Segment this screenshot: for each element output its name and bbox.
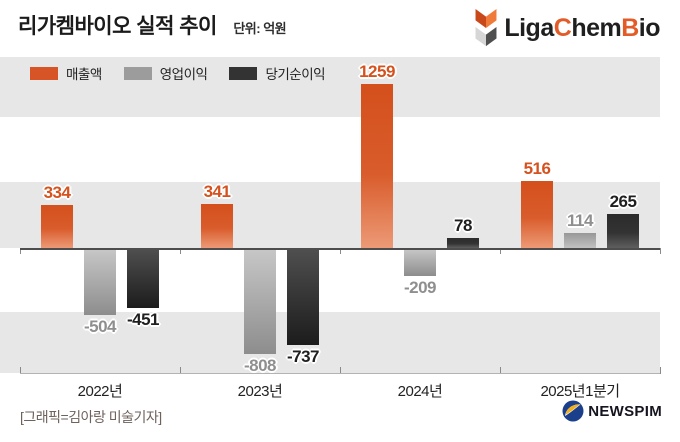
category-label-2025년1분기: 2025년1분기 xyxy=(540,383,620,400)
legend-label-operating-profit: 영업이익 xyxy=(159,67,208,82)
header: 리가켐바이오 실적 추이 단위: 억원 LigaChemBio xyxy=(18,8,662,52)
legend-item-net-income: 당기순이익 xyxy=(229,63,326,83)
legend-swatch-operating-profit xyxy=(123,66,152,80)
axis-tick xyxy=(180,367,181,374)
bar-당기순이익-2023년 xyxy=(287,249,319,345)
axis-tick xyxy=(340,248,341,254)
bar-value-label: 334 xyxy=(43,183,71,202)
axis-tick xyxy=(660,367,661,374)
bar-value-label: -209 xyxy=(403,278,437,297)
brand-chevrons-icon xyxy=(475,8,497,47)
bar-영업이익-2023년 xyxy=(244,249,276,354)
axis-tick xyxy=(500,248,501,254)
bar-당기순이익-2022년 xyxy=(127,249,159,308)
category-label-2023년: 2023년 xyxy=(237,383,283,400)
unit-label: 단위: 억원 xyxy=(233,21,287,36)
bar-value-label: 78 xyxy=(454,216,472,235)
bar-매출액-2024년 xyxy=(361,84,393,248)
bar-영업이익-2022년 xyxy=(84,249,116,315)
bar-value-label: 265 xyxy=(609,192,637,211)
legend-item-operating-profit: 영업이익 xyxy=(123,63,208,83)
bar-매출액-2023년 xyxy=(201,204,233,248)
category-label-2024년: 2024년 xyxy=(397,383,443,400)
newspim-globe-icon xyxy=(562,400,584,422)
bar-매출액-2022년 xyxy=(41,205,73,248)
bar-value-label: 341 xyxy=(203,182,231,201)
axis-tick xyxy=(500,367,501,374)
axis-tick xyxy=(20,248,21,254)
newspim-logo: NEWSPIM xyxy=(562,400,662,422)
bar-value-label: -808 xyxy=(243,356,277,375)
bar-영업이익-2025년1분기 xyxy=(564,233,596,248)
axis-tick xyxy=(340,367,341,374)
brand-wordmark: LigaChemBio xyxy=(504,8,660,48)
bar-value-label: 114 xyxy=(567,211,593,230)
bar-value-label: 1259 xyxy=(359,62,395,81)
legend: 매출액 영업이익 당기순이익 xyxy=(30,63,326,83)
bar-value-label: -504 xyxy=(83,317,117,336)
graphic-credit: [그래픽=김아랑 미술기자] xyxy=(20,409,162,425)
axis-tick xyxy=(660,248,661,254)
bar-value-label: -451 xyxy=(126,310,160,329)
brand-wordmark-part: B xyxy=(621,14,639,42)
legend-label-revenue: 매출액 xyxy=(66,67,102,82)
legend-swatch-net-income xyxy=(229,66,258,80)
legend-item-revenue: 매출액 xyxy=(30,63,102,83)
bar-매출액-2025년1분기 xyxy=(521,181,553,248)
bar-당기순이익-2025년1분기 xyxy=(607,214,639,248)
bar-영업이익-2024년 xyxy=(404,249,436,276)
legend-label-net-income: 당기순이익 xyxy=(265,67,326,82)
legend-swatch-revenue xyxy=(30,66,58,80)
newspim-wordmark: NEWSPIM xyxy=(588,402,662,420)
bar-value-label: -737 xyxy=(286,347,320,366)
bottom-axis-line xyxy=(20,373,660,374)
brand-wordmark-part: Liga xyxy=(504,14,554,42)
zero-axis-line xyxy=(20,248,660,250)
grid-band xyxy=(0,312,660,373)
brand-wordmark-part: C xyxy=(553,14,572,42)
axis-tick xyxy=(180,248,181,254)
bar-value-label: 516 xyxy=(523,159,551,178)
category-label-2022년: 2022년 xyxy=(77,383,123,400)
brand-logo: LigaChemBio xyxy=(473,8,661,48)
axis-tick xyxy=(20,367,21,374)
page-title: 리가켐바이오 실적 추이 xyxy=(18,15,217,38)
brand-wordmark-part: io xyxy=(638,14,661,42)
bar-당기순이익-2024년 xyxy=(447,238,479,248)
brand-wordmark-part: hem xyxy=(571,14,622,42)
grid-band xyxy=(0,57,660,117)
